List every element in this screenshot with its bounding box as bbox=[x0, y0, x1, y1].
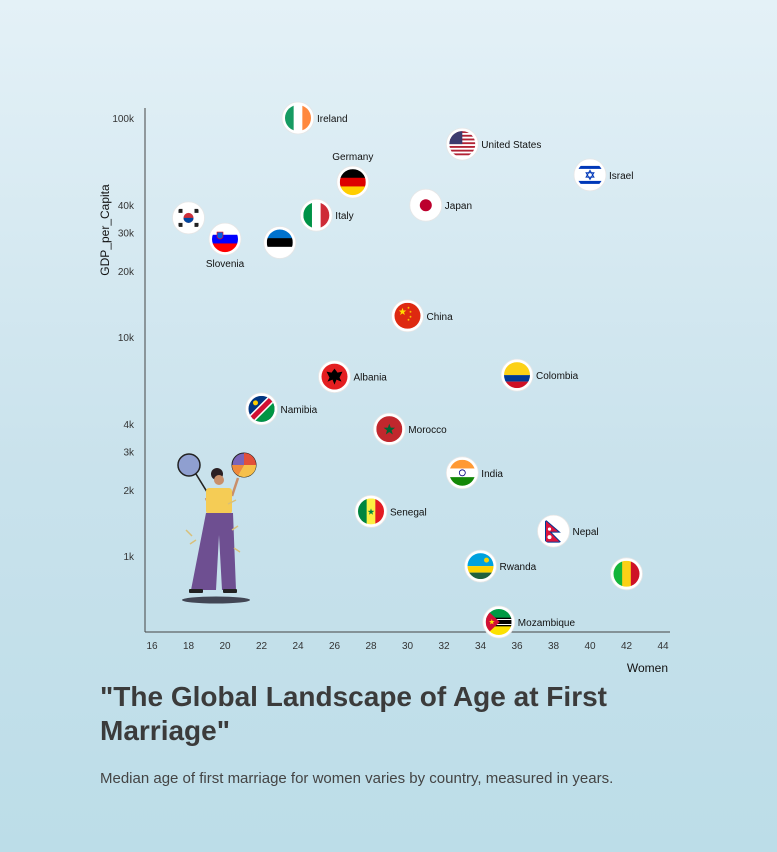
flag-marker-albania bbox=[318, 360, 351, 394]
y-tick-label: 40k bbox=[118, 201, 135, 212]
x-axis-title: Women bbox=[627, 661, 668, 675]
y-axis-ticks: 1k 2k 3k 4k 10k 20k 30k 40k 100k bbox=[112, 114, 135, 563]
x-tick-label: 36 bbox=[511, 641, 523, 652]
x-tick-label: 32 bbox=[438, 641, 450, 652]
flag-marker-estonia bbox=[263, 226, 297, 259]
y-tick-label: 20k bbox=[118, 267, 135, 278]
point-label: Rwanda bbox=[500, 562, 537, 573]
flag-marker-japan bbox=[409, 188, 443, 222]
point-label: India bbox=[481, 469, 503, 480]
point-label: Germany bbox=[332, 152, 373, 163]
point-label: Israel bbox=[609, 171, 633, 182]
y-tick-label: 1k bbox=[123, 552, 135, 563]
x-axis-ticks: 16 18 20 22 24 26 28 30 32 34 36 38 40 42 44 bbox=[146, 641, 669, 652]
x-tick-label: 18 bbox=[183, 641, 195, 652]
point-label: Morocco bbox=[408, 425, 447, 436]
x-tick-label: 40 bbox=[584, 641, 596, 652]
point-label: Colombia bbox=[536, 371, 579, 382]
point-label: Italy bbox=[335, 211, 353, 222]
woman-illustration bbox=[177, 452, 257, 604]
point-label: United States bbox=[481, 140, 541, 151]
point-label: Ireland bbox=[317, 114, 348, 125]
flag-marker-china bbox=[391, 299, 424, 333]
flag-marker-italy bbox=[299, 198, 333, 232]
page-subtitle: Median age of first marriage for women v… bbox=[100, 770, 614, 787]
y-tick-label: 10k bbox=[118, 333, 135, 344]
flag-marker-nepal bbox=[537, 514, 570, 548]
point-label: Senegal bbox=[390, 507, 427, 518]
point-label: Slovenia bbox=[206, 259, 245, 270]
point-label: Mozambique bbox=[518, 618, 576, 629]
data-points: Ireland United States Israel Germany Japan It… bbox=[172, 101, 643, 639]
y-tick-label: 2k bbox=[123, 486, 135, 497]
flag-marker-israel bbox=[573, 158, 607, 192]
x-tick-label: 26 bbox=[329, 641, 341, 652]
x-tick-label: 34 bbox=[475, 641, 487, 652]
flag-marker-ireland bbox=[281, 101, 315, 135]
x-tick-label: 42 bbox=[621, 641, 633, 652]
flag-marker-rwanda bbox=[464, 549, 497, 583]
flag-marker-colombia bbox=[500, 358, 534, 392]
flag-marker-usa bbox=[445, 127, 479, 161]
point-label: Namibia bbox=[281, 405, 318, 416]
flag-marker-india bbox=[445, 456, 479, 490]
y-tick-label: 30k bbox=[118, 229, 135, 240]
point-label: Japan bbox=[445, 201, 472, 212]
flag-marker-mozambique bbox=[482, 605, 516, 639]
flag-marker-germany bbox=[336, 165, 370, 199]
y-axis-title: GDP_per_Capita bbox=[98, 184, 112, 276]
flag-marker-morocco bbox=[372, 412, 406, 446]
flag-marker-slovenia bbox=[208, 222, 242, 256]
x-tick-label: 20 bbox=[219, 641, 231, 652]
point-label: Nepal bbox=[573, 527, 599, 538]
x-tick-label: 22 bbox=[256, 641, 268, 652]
y-tick-label: 100k bbox=[112, 114, 135, 125]
x-tick-label: 30 bbox=[402, 641, 414, 652]
x-tick-label: 24 bbox=[292, 641, 304, 652]
flag-marker-south-korea bbox=[172, 201, 205, 235]
flag-marker-namibia bbox=[245, 392, 278, 426]
flag-marker-senegal bbox=[354, 494, 388, 528]
y-tick-label: 4k bbox=[123, 420, 135, 431]
flag-marker-mali bbox=[610, 557, 643, 591]
point-label: Albania bbox=[354, 373, 388, 384]
x-tick-label: 28 bbox=[365, 641, 377, 652]
y-tick-label: 3k bbox=[123, 448, 135, 459]
x-tick-label: 44 bbox=[657, 641, 669, 652]
x-tick-label: 38 bbox=[548, 641, 560, 652]
page-title: "The Global Landscape of Age at First Ma… bbox=[100, 681, 607, 746]
point-label: China bbox=[427, 312, 454, 323]
x-tick-label: 16 bbox=[146, 641, 158, 652]
